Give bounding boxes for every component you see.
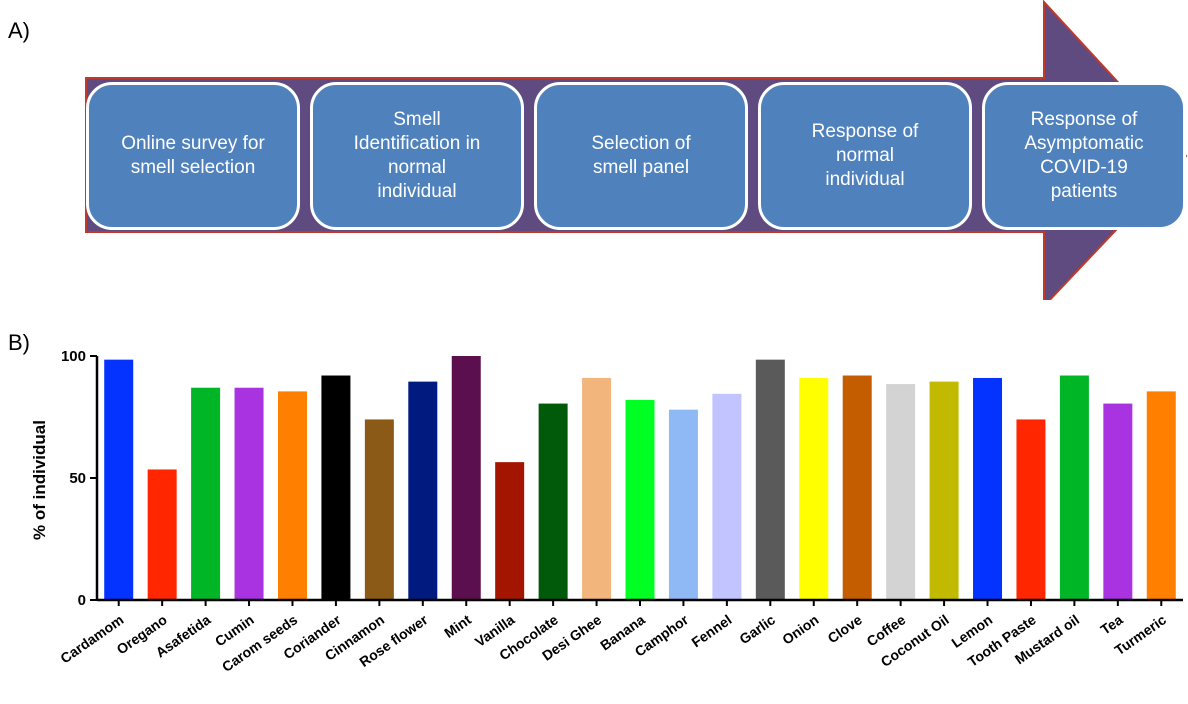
y-axis-label: % of individual: [30, 420, 49, 540]
panel-b-label: B): [8, 330, 30, 355]
bar-coffee: [886, 384, 916, 600]
x-tick-label: Garlic: [736, 611, 778, 647]
x-tick-label: Onion: [779, 611, 821, 647]
x-tick-label: Cardamom: [57, 611, 126, 666]
bar-tooth-paste: [1016, 419, 1046, 600]
bar-vanilla: [495, 462, 525, 600]
bar-lemon: [973, 377, 1003, 600]
y-tick-label: 50: [69, 470, 86, 487]
step-smell-identification: Smell Identification in normal individua…: [310, 82, 524, 230]
bar-onion: [799, 377, 829, 600]
bar-chocolate: [538, 403, 568, 600]
bar-camphor: [668, 409, 698, 600]
bar-mint: [451, 356, 481, 600]
bar-oregano: [147, 469, 177, 600]
x-tick-label: Tea: [1097, 611, 1125, 637]
step-smell-panel-selection: Selection of smell panel: [534, 82, 748, 230]
bars-group: [104, 356, 1176, 600]
y-tick-label: 0: [78, 592, 86, 609]
step-normal-response: Response of normal individual: [758, 82, 972, 230]
step-online-survey: Online survey for smell selection: [86, 82, 300, 230]
bar-fennel: [712, 393, 742, 600]
step-covid-response: Response of Asymptomatic COVID-19 patien…: [982, 82, 1186, 230]
bar-carom-seeds: [277, 391, 307, 600]
bar-cardamom: [104, 359, 134, 600]
bar-asafetida: [191, 387, 221, 600]
panel-a-label: A): [8, 18, 30, 43]
bar-desi-ghee: [582, 377, 612, 600]
bar-cumin: [234, 387, 264, 600]
bar-mustard-oil: [1059, 375, 1089, 600]
bar-garlic: [755, 359, 785, 600]
bar-tea: [1103, 403, 1133, 600]
bar-turmeric: [1146, 391, 1176, 600]
x-tick-label: Clove: [825, 611, 866, 646]
bar-banana: [625, 399, 655, 600]
bar-coriander: [321, 375, 351, 600]
x-tick-label: Mint: [441, 611, 474, 641]
bar-clove: [842, 375, 872, 600]
bar-cinnamon: [364, 419, 394, 600]
x-tick-label: Fennel: [688, 611, 734, 650]
bar-coconut-oil: [929, 381, 959, 600]
y-tick-label: 100: [61, 348, 86, 365]
bar-rose-flower: [408, 381, 438, 600]
